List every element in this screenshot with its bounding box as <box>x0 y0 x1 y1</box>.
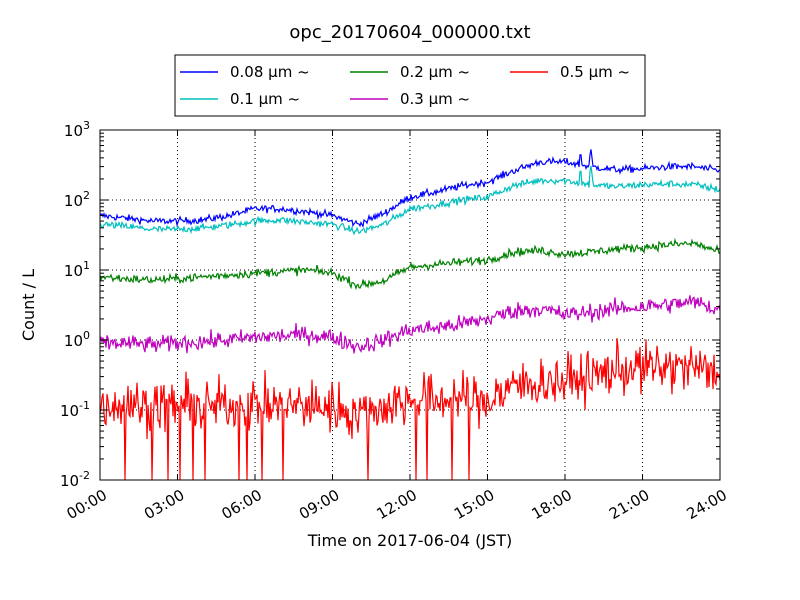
x-tick-label: 21:00 <box>606 486 652 523</box>
x-tick-label: 18:00 <box>529 486 575 523</box>
series-line-2 <box>99 237 721 291</box>
series-line-1 <box>99 165 721 236</box>
series-line-3 <box>99 295 721 354</box>
x-tick-label: 24:00 <box>684 486 730 523</box>
chart-title: opc_20170604_000000.txt <box>289 22 530 43</box>
legend-label: 0.5 μm ~ <box>560 63 630 81</box>
x-axis-ticks: 00:00 03:00 06:00 09:00 12:00 15:00 18:00 21:00… <box>64 130 730 523</box>
x-tick-label: 09:00 <box>296 486 342 523</box>
y-tick-label: 10-2 <box>60 469 90 490</box>
y-axis-ticks: 10-2 10-1 100 101 102 103 <box>60 119 720 490</box>
legend-label: 0.08 μm ~ <box>230 63 310 81</box>
x-tick-label: 00:00 <box>64 486 110 523</box>
x-tick-label: 03:00 <box>141 486 187 523</box>
legend: 0.08 μm ~ 0.1 μm ~ 0.2 μm ~ 0.3 μm ~ 0.5 μm … <box>174 54 646 117</box>
x-axis-label: Time on 2017-06-04 (JST) <box>307 531 512 550</box>
x-tick-label: 12:00 <box>374 486 420 523</box>
legend-label: 0.3 μm ~ <box>400 90 470 108</box>
series-line-4 <box>99 338 721 481</box>
legend-box <box>174 54 646 117</box>
y-tick-label: 100 <box>64 329 90 350</box>
series-lines <box>99 149 721 481</box>
legend-label: 0.1 μm ~ <box>230 90 300 108</box>
series-line-0 <box>99 149 721 229</box>
x-tick-label: 06:00 <box>219 486 265 523</box>
y-axis-label: Count / L <box>19 269 38 341</box>
y-tick-label: 101 <box>64 259 90 280</box>
y-tick-label: 103 <box>64 119 90 140</box>
grid <box>100 130 720 480</box>
y-tick-label: 102 <box>64 189 90 210</box>
legend-label: 0.2 μm ~ <box>400 63 470 81</box>
y-tick-label: 10-1 <box>60 399 90 420</box>
x-tick-label: 15:00 <box>451 486 497 523</box>
